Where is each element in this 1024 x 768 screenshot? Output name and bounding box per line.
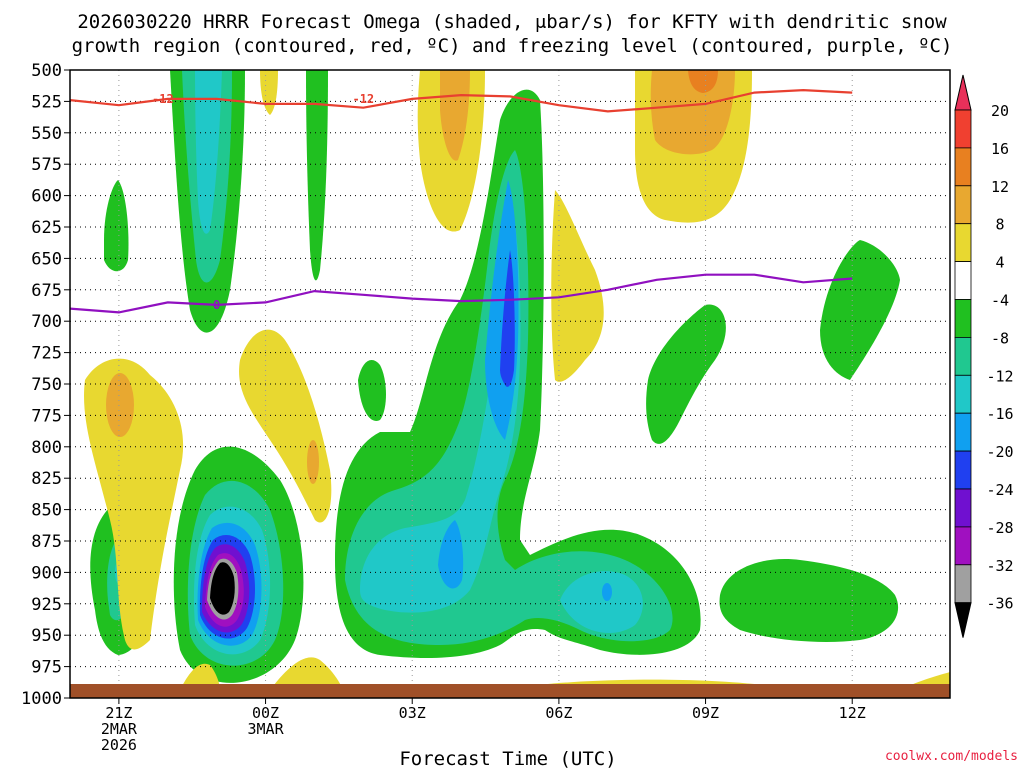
shade-cyan [560, 571, 643, 633]
y-tick-label: 700 [31, 312, 62, 332]
colorbar-swatch [954, 412, 972, 452]
y-tick-label: 975 [31, 658, 62, 678]
plot-area: -12 -12 0 [70, 70, 950, 698]
colorbar-label: -20 [986, 443, 1013, 461]
shade-orange-light [650, 70, 735, 155]
y-tick-label: 900 [31, 563, 62, 583]
colorbar-label: 20 [991, 102, 1009, 120]
colorbar-label: -8 [991, 329, 1009, 347]
colorbar-label: 16 [991, 140, 1009, 158]
y-tick-label: 850 [31, 501, 62, 521]
colorbar-label: 12 [991, 178, 1009, 196]
colorbar-swatch [954, 185, 972, 225]
x-tick-label: 3MAR [247, 720, 284, 738]
shade-green [646, 304, 726, 444]
shade-orange-light [307, 440, 319, 484]
colorbar-swatch [954, 147, 972, 187]
shade-blue [438, 520, 464, 589]
chart-title-line2: growth region (contoured, red, ºC) and f… [72, 35, 953, 57]
y-tick-label: 675 [31, 281, 62, 301]
chart-title-line1: 2026030220 HRRR Forecast Omega (shaded, … [77, 11, 947, 33]
shade-yellow [84, 358, 184, 650]
colorbar-swatch [954, 526, 972, 566]
colorbar-label: -12 [986, 367, 1013, 385]
colorbar: 20 16 12 8 4 -4 -8 -12 -16 -20 -24 -28 -32 -36 [954, 74, 1014, 638]
shade-green [719, 559, 899, 642]
y-tick-label: 525 [31, 92, 62, 112]
colorbar-swatch [954, 109, 972, 149]
contour-label: -12 [152, 92, 174, 106]
shade-green [358, 360, 386, 421]
y-tick-label: 575 [31, 155, 62, 175]
colorbar-swatch [954, 336, 972, 376]
y-tick-label: 725 [31, 344, 62, 364]
y-tick-label: 650 [31, 249, 62, 269]
colorbar-label: 8 [995, 216, 1004, 234]
contour-label: -12 [352, 92, 374, 106]
x-axis-title: Forecast Time (UTC) [399, 748, 616, 768]
x-tick-label: 12Z [839, 704, 866, 722]
x-tick-label: 2026 [101, 736, 137, 754]
shade-black [210, 562, 235, 615]
y-tick-label: 625 [31, 218, 62, 238]
shade-cyan [195, 70, 222, 234]
colorbar-bottom-arrow [954, 602, 972, 638]
y-tick-label: 875 [31, 532, 62, 552]
shade-green [104, 180, 129, 272]
y-tick-label: 500 [31, 61, 62, 81]
colorbar-swatch [954, 223, 972, 262]
colorbar-label: -28 [986, 519, 1013, 537]
y-tick-label: 925 [31, 595, 62, 615]
y-tick-label: 1000 [21, 689, 62, 709]
x-tick-label: 00Z [252, 704, 279, 722]
shade-orange [688, 70, 718, 93]
shade-yellow [551, 190, 604, 382]
y-tick-label: 950 [31, 626, 62, 646]
colorbar-label: -36 [986, 595, 1013, 613]
colorbar-swatch [954, 450, 972, 490]
y-tick-label: 750 [31, 375, 62, 395]
x-tick-label: 2MAR [101, 720, 138, 738]
shade-blue [602, 583, 612, 601]
contour-label: 0 [213, 298, 220, 312]
colorbar-swatch [954, 374, 972, 414]
x-tick-label: 09Z [692, 704, 719, 722]
colorbar-swatch [954, 564, 972, 604]
shade-green [820, 240, 900, 380]
colorbar-top-arrow [954, 74, 972, 111]
x-tick-label: 06Z [545, 704, 572, 722]
y-tick-label: 775 [31, 406, 62, 426]
colorbar-swatch [954, 488, 972, 528]
y-tick-label: 825 [31, 469, 62, 489]
y-tick-label: 800 [31, 438, 62, 458]
colorbar-label: -16 [986, 405, 1013, 423]
ground-surface [70, 684, 950, 698]
colorbar-label: 4 [995, 254, 1004, 272]
shade-darkblue [500, 250, 515, 387]
y-tick-label: 600 [31, 187, 62, 207]
shade-orange-light [440, 70, 470, 161]
contours: -12 -12 0 [70, 88, 853, 314]
colorbar-label: -32 [986, 557, 1013, 575]
omega-shading [84, 70, 950, 698]
colorbar-swatch [954, 261, 972, 300]
x-tick-label: 21Z [105, 704, 132, 722]
shade-orange-light [106, 373, 134, 437]
gridlines [70, 70, 950, 698]
colorbar-label: -24 [986, 481, 1013, 499]
colorbar-label: -4 [991, 292, 1009, 310]
contour-line [70, 273, 853, 314]
y-axis: 500 525 550 575 600 625 650 675 700 725 750 775 800 8… [21, 61, 70, 709]
y-tick-label: 550 [31, 124, 62, 144]
watermark: coolwx.com/models [885, 749, 1018, 764]
shade-green [306, 70, 328, 281]
contour-line [70, 88, 853, 113]
x-tick-label: 03Z [399, 704, 426, 722]
colorbar-swatch [954, 299, 972, 338]
